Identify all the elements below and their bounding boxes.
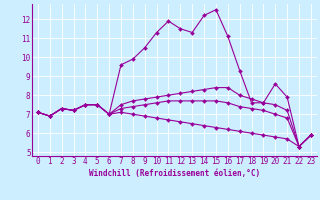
X-axis label: Windchill (Refroidissement éolien,°C): Windchill (Refroidissement éolien,°C) bbox=[89, 169, 260, 178]
